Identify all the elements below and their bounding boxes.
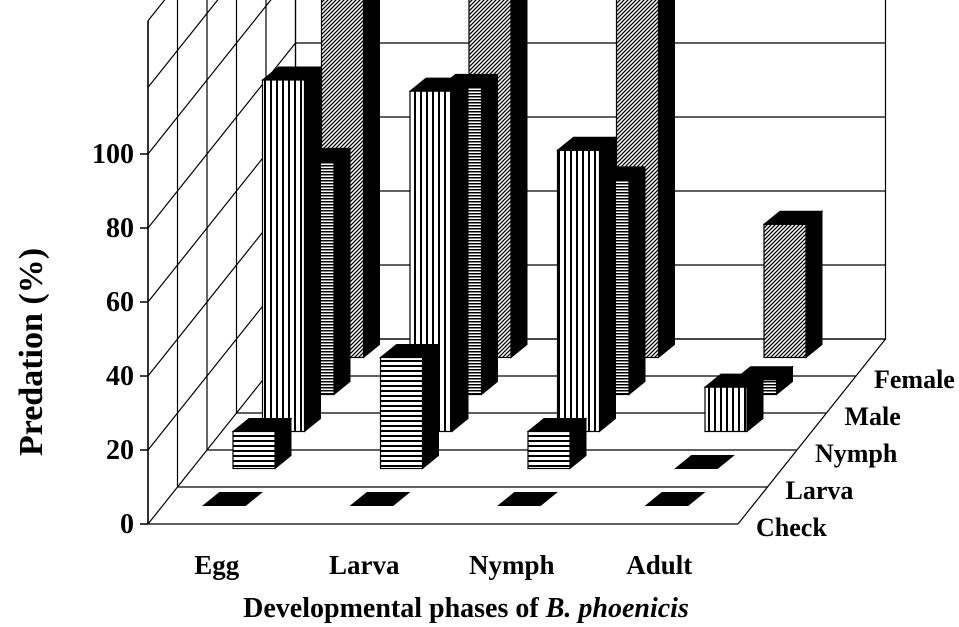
series-label: Larva xyxy=(786,476,854,505)
bar xyxy=(349,492,411,506)
bar xyxy=(408,77,470,433)
bar xyxy=(703,373,765,433)
x-category-label: Adult xyxy=(626,550,692,580)
bar xyxy=(231,417,293,470)
bars xyxy=(202,0,824,506)
bar xyxy=(379,343,440,470)
y-axis: 0 20 40 60 80 100 xyxy=(92,20,149,540)
x-axis-label: Developmental phases of B. phoenicis xyxy=(243,593,689,624)
bar xyxy=(526,417,588,470)
x-axis-label-prefix: Developmental phases of xyxy=(243,593,546,624)
bar xyxy=(556,136,617,433)
series-label: Check xyxy=(756,513,827,542)
y-axis-label: Predation (%) xyxy=(13,248,50,456)
bar xyxy=(261,65,322,433)
series-label: Nymph xyxy=(815,439,898,468)
series-label: Male xyxy=(845,402,901,431)
y-tick-label: 60 xyxy=(106,287,134,318)
x-axis: Egg Larva Nymph Adult xyxy=(194,550,692,580)
bar xyxy=(644,492,706,506)
y-tick-label: 100 xyxy=(92,139,134,170)
x-axis-label-species: B. phoenicis xyxy=(545,593,689,624)
x-category-label: Nymph xyxy=(469,550,555,580)
bar xyxy=(674,455,735,469)
x-category-label: Egg xyxy=(194,550,240,580)
x-category-label: Larva xyxy=(329,550,400,580)
bar xyxy=(762,210,824,359)
y-tick-label: 40 xyxy=(106,361,134,392)
y-tick-label: 20 xyxy=(106,435,134,466)
series-label: Female xyxy=(874,365,955,394)
y-tick-label: 0 xyxy=(120,509,134,540)
y-tick-label: 80 xyxy=(106,213,134,244)
bar xyxy=(202,492,263,506)
bar xyxy=(497,492,558,506)
series-axis: Check Larva Nymph Male Female xyxy=(756,365,955,542)
